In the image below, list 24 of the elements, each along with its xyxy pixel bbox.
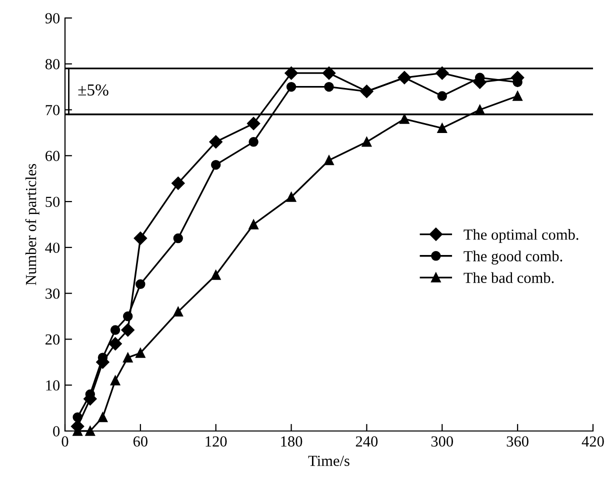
y-tick-label: 10 [46, 380, 60, 391]
annotation: ±5% [78, 84, 108, 96]
x-tick-label: 0 [62, 436, 68, 447]
x-tick-label: 180 [281, 436, 302, 447]
x-tick-label: 240 [356, 436, 378, 447]
y-tick-label: 90 [45, 13, 60, 24]
legend-label: The good comb. [464, 250, 562, 265]
x-tick-label: 60 [133, 436, 148, 447]
y-tick-label: 70 [46, 104, 60, 116]
y-tick-label: 80 [45, 59, 60, 70]
y-tick-label: 30 [46, 288, 60, 299]
x-tick-label: 120 [206, 436, 227, 447]
y-tick-label: 40 [45, 242, 60, 253]
y-tick-label: 50 [46, 196, 60, 208]
y-tick-label: 0 [53, 426, 60, 436]
legend-label: The optimal comb. [464, 229, 578, 243]
x-axis-title: Time/s [308, 456, 350, 466]
legend-label: The bad comb. [464, 272, 554, 284]
x-tick-label: 360 [506, 436, 528, 447]
x-tick-label: 420 [582, 436, 604, 447]
y-axis-title: Number of particles [25, 164, 40, 286]
y-tick-label: 60 [46, 150, 60, 162]
x-tick-label: 300 [431, 436, 454, 447]
y-tick-label: 20 [46, 334, 60, 345]
